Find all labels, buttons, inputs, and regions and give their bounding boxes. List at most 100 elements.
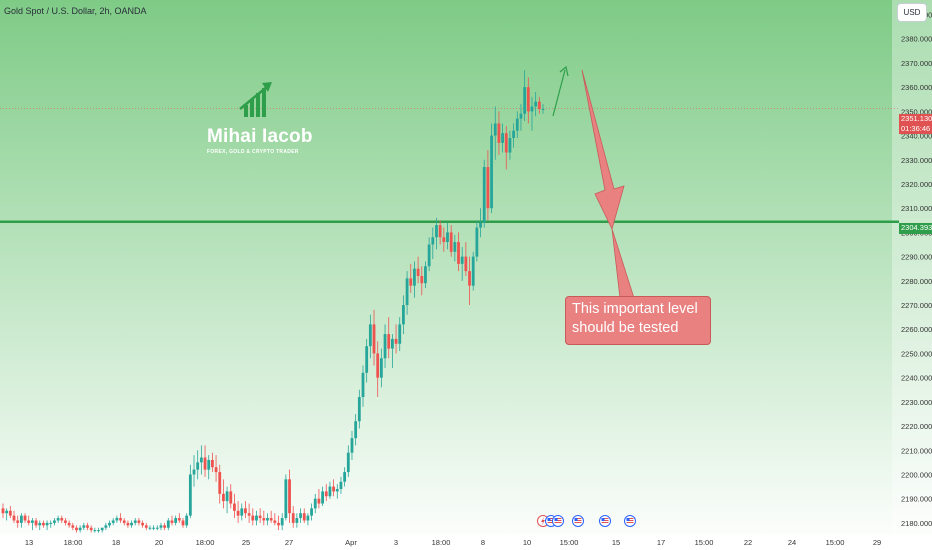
currency-button[interactable]: USD — [897, 3, 927, 22]
candle — [541, 104, 545, 114]
candle — [75, 525, 78, 533]
x-tick-label: 18 — [112, 538, 120, 547]
candle — [229, 484, 233, 509]
candle — [501, 123, 504, 153]
candle — [104, 522, 108, 531]
candle — [251, 508, 255, 526]
candle-body — [291, 513, 295, 523]
candle-body — [464, 256, 468, 272]
candle-body — [141, 522, 144, 526]
candle-body — [203, 457, 207, 470]
support-level[interactable] — [0, 108, 899, 224]
candle-body — [170, 520, 174, 523]
candle-body — [537, 101, 541, 109]
candle-body — [376, 353, 380, 378]
candle — [244, 501, 247, 519]
annotation-line-2: should be tested — [572, 320, 679, 336]
x-tick-label: 22 — [744, 538, 752, 547]
countdown-value: 01:36:46 — [901, 124, 931, 133]
candle — [119, 513, 122, 523]
candle-body — [413, 268, 416, 286]
time-axis-panel[interactable] — [0, 535, 932, 550]
us-flag-icon[interactable] — [572, 515, 584, 527]
candle — [446, 222, 449, 250]
candle-body — [111, 520, 115, 523]
candle — [203, 445, 207, 477]
candle — [482, 159, 486, 228]
candle — [30, 518, 34, 531]
candle-body — [277, 522, 280, 526]
y-tick-label: 2280.000 — [901, 277, 932, 286]
candle — [126, 520, 130, 528]
x-tick-label: 29 — [873, 538, 881, 547]
candles — [1, 70, 545, 533]
us-flag-icon[interactable] — [599, 515, 611, 527]
candle — [174, 515, 178, 526]
candle-body — [8, 510, 12, 516]
candle-body — [75, 527, 78, 531]
candle-body — [438, 225, 442, 238]
y-tick-label: 2310.000 — [901, 204, 932, 213]
candle — [402, 295, 405, 335]
candle-body — [133, 520, 137, 523]
x-tick-label: 17 — [657, 538, 665, 547]
candle-body — [188, 474, 192, 516]
candle-body — [181, 520, 185, 526]
candle-body — [240, 508, 244, 516]
x-tick-label: 18:00 — [64, 538, 83, 547]
candle — [409, 263, 413, 293]
x-tick-label: 8 — [481, 538, 485, 547]
us-flag-icon[interactable] — [624, 515, 636, 527]
candle-body — [457, 242, 460, 264]
candle-body — [288, 479, 291, 514]
candle — [335, 484, 339, 499]
candle-body — [218, 472, 222, 494]
candle — [420, 266, 424, 296]
logo-tagline: FOREX, GOLD & CRYPTO TRADER — [207, 149, 299, 155]
candle — [16, 515, 20, 528]
candle — [302, 508, 306, 523]
candle — [19, 513, 23, 528]
candle-body — [350, 438, 354, 453]
candle-body — [82, 525, 86, 528]
level-price-tag[interactable]: 2304.393 — [899, 223, 932, 234]
candle — [148, 525, 152, 531]
candle — [27, 515, 31, 526]
candle — [324, 484, 328, 502]
candle — [269, 510, 273, 523]
candle-body — [196, 462, 200, 470]
candle — [273, 513, 277, 526]
symbol-title[interactable]: Gold Spot / U.S. Dollar, 2h, OANDA — [4, 6, 147, 16]
x-tick-label: 15:00 — [695, 538, 714, 547]
candle — [431, 227, 435, 260]
candle-body — [420, 275, 424, 284]
candle-body — [468, 271, 471, 286]
candle — [49, 520, 53, 528]
candle-body — [266, 518, 269, 521]
candle — [372, 309, 376, 366]
candle — [130, 520, 133, 528]
candle-body — [159, 525, 163, 528]
candle — [93, 527, 97, 533]
candle-body — [60, 518, 64, 521]
candle — [222, 479, 225, 509]
candle — [53, 518, 56, 526]
x-tick-label: 15:00 — [560, 538, 579, 547]
x-tick-label: 18:00 — [432, 538, 451, 547]
price-axis-panel[interactable] — [892, 0, 932, 535]
x-tick-label: 24 — [788, 538, 796, 547]
candle-body — [354, 421, 358, 439]
candle — [537, 96, 541, 114]
current-price-tag[interactable]: 2351.130 01:36:46 — [899, 114, 932, 134]
candle — [526, 77, 530, 124]
annotation-callout[interactable]: This important level should be tested — [565, 296, 711, 345]
us-flag-icon[interactable] — [552, 515, 564, 527]
thin-up-arrow-icon — [552, 65, 569, 117]
candle — [310, 503, 313, 521]
candle-body — [479, 222, 482, 228]
candle-body — [119, 518, 122, 521]
candle-body — [262, 518, 266, 521]
economic-events[interactable] — [537, 515, 636, 527]
